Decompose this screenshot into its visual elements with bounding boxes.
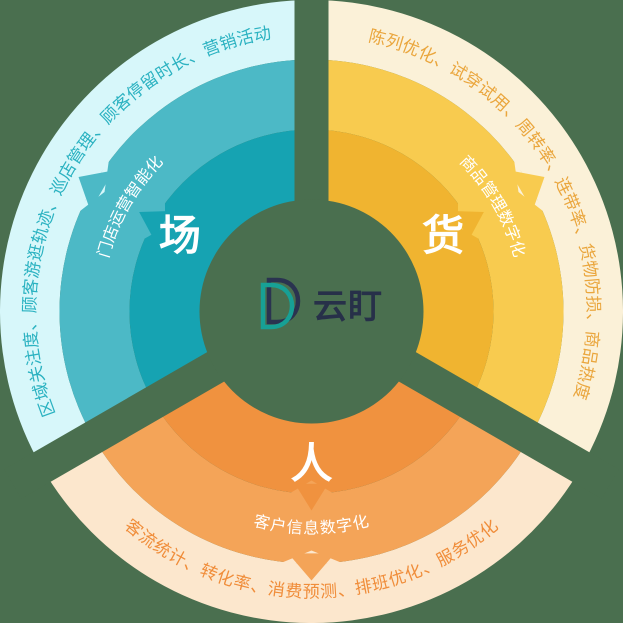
huo-middle-ring [311,59,564,438]
huo-chevron-arrow-inner [452,211,484,240]
ren-chevron-arrow-outer [288,553,335,581]
ren-outer-ring [41,437,582,623]
logo-d-mark-front [260,282,295,330]
center-disc [199,199,424,424]
huo-chevron-notch-outer [513,158,545,213]
huo-inner-wedge [311,129,494,403]
chang-middle-ring [59,59,312,438]
logo-brand-text: 云盯 [313,287,383,327]
ren-segment [41,364,582,623]
center-logo: 云盯 [260,277,383,330]
huo-chevron-arrow-outer [509,170,545,211]
chang-chevron-arrow-inner [139,211,171,240]
ren-middle-ring [93,402,530,564]
chang-segment [0,0,312,468]
huo-segment [311,0,623,468]
huo-outer-ring [311,0,623,468]
chang-inner-wedge [129,129,312,403]
logo-d-mark-back [266,277,301,325]
huo-inner-char: 货 [422,211,464,260]
ren-chevron-arrow-inner [294,483,329,511]
ren-inner-char: 人 [290,439,332,488]
chang-chevron-arrow-outer [78,170,114,211]
ren-inner-wedge [153,364,470,494]
chang-inner-char: 场 [159,211,201,260]
chang-outer-ring [0,0,312,468]
